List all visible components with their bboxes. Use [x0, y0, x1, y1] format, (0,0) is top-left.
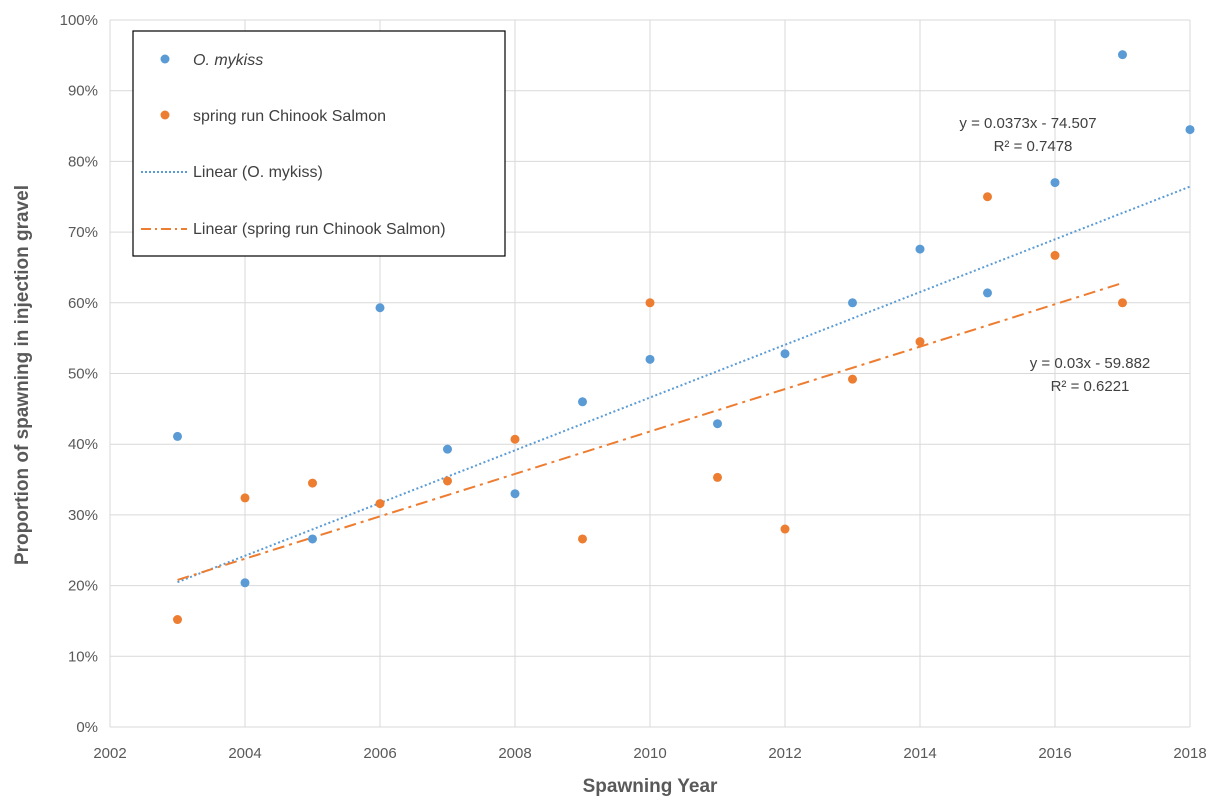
trendline-equation-chinook: y = 0.03x - 59.882	[1030, 355, 1151, 372]
point-o-mykiss	[375, 303, 385, 313]
point-spring-run-chinook-salmon	[713, 472, 722, 482]
y-tick-label: 80%	[68, 153, 98, 170]
x-tick-label: 2002	[93, 745, 126, 762]
y-tick-label: 10%	[68, 648, 98, 665]
x-tick-label: 2010	[633, 745, 666, 762]
y-tick-label: 40%	[68, 436, 98, 453]
point-spring-run-chinook-salmon	[1050, 250, 1060, 260]
point-o-mykiss	[240, 578, 250, 588]
x-tick-label: 2006	[363, 745, 396, 762]
legend: O. mykiss spring run Chinook Salmon Line…	[132, 30, 506, 257]
y-axis-ticks: 0% 10% 20% 30% 40% 50% 60% 70% 80% 90% 100%	[60, 12, 98, 736]
point-o-mykiss	[510, 489, 520, 499]
point-o-mykiss	[1050, 178, 1060, 188]
trendlines	[177, 185, 1191, 584]
y-tick-label: 20%	[68, 578, 98, 595]
y-axis-title: Proportion of spawning in injection grav…	[12, 185, 33, 565]
legend-box	[132, 30, 506, 257]
point-spring-run-chinook-salmon	[983, 192, 992, 202]
point-spring-run-chinook-salmon	[173, 615, 182, 625]
point-o-mykiss	[173, 431, 182, 441]
y-tick-label: 50%	[68, 366, 98, 383]
point-o-mykiss	[645, 354, 655, 364]
y-tick-label: 0%	[76, 719, 98, 736]
legend-marker-o-mykiss	[160, 54, 170, 64]
legend-label-linear-o-mykiss: Linear (O. mykiss)	[193, 164, 323, 181]
point-spring-run-chinook-salmon	[1118, 298, 1127, 308]
x-axis-ticks: 2002 2004 2006 2008 2010 2012 2014 2016 2018	[93, 745, 1206, 762]
point-spring-run-chinook-salmon	[915, 337, 925, 347]
y-tick-label: 90%	[68, 83, 98, 100]
point-spring-run-chinook-salmon	[375, 499, 385, 509]
point-spring-run-chinook-salmon	[240, 493, 250, 503]
point-spring-run-chinook-salmon	[645, 298, 655, 308]
x-axis-title: Spawning Year	[583, 776, 718, 797]
y-tick-label: 100%	[60, 12, 98, 29]
trendline-r2-o-mykiss: R² = 0.7478	[994, 138, 1073, 155]
point-o-mykiss	[915, 244, 925, 254]
point-o-mykiss	[308, 534, 317, 544]
point-spring-run-chinook-salmon	[848, 374, 857, 384]
data-points	[173, 50, 1195, 625]
legend-label-chinook: spring run Chinook Salmon	[193, 108, 386, 125]
trendline-r2-chinook: R² = 0.6221	[1051, 378, 1130, 395]
point-o-mykiss	[578, 397, 587, 407]
point-spring-run-chinook-salmon	[578, 534, 587, 544]
y-tick-label: 60%	[68, 295, 98, 312]
point-o-mykiss	[1185, 125, 1195, 135]
trendline-equation-o-mykiss: y = 0.0373x - 74.507	[959, 115, 1096, 132]
point-o-mykiss	[780, 349, 790, 359]
y-tick-label: 70%	[68, 224, 98, 241]
point-spring-run-chinook-salmon	[780, 524, 790, 534]
y-tick-label: 30%	[68, 507, 98, 524]
legend-label-o-mykiss: O. mykiss	[193, 52, 263, 69]
point-o-mykiss	[983, 288, 992, 298]
legend-label-linear-chinook: Linear (spring run Chinook Salmon)	[193, 221, 446, 238]
trendline-spring-run-chinook-salmon	[177, 282, 1123, 581]
x-tick-label: 2012	[768, 745, 801, 762]
legend-marker-chinook	[160, 110, 170, 120]
x-tick-label: 2016	[1038, 745, 1071, 762]
point-o-mykiss	[1118, 50, 1127, 60]
point-spring-run-chinook-salmon	[510, 434, 520, 444]
trendline-o-mykiss	[177, 185, 1191, 584]
x-tick-label: 2004	[228, 745, 261, 762]
point-spring-run-chinook-salmon	[308, 478, 317, 488]
point-o-mykiss	[443, 444, 452, 454]
point-o-mykiss	[713, 419, 722, 429]
x-tick-label: 2014	[903, 745, 936, 762]
point-o-mykiss	[848, 298, 857, 308]
x-tick-label: 2008	[498, 745, 531, 762]
point-spring-run-chinook-salmon	[443, 476, 452, 486]
x-tick-label: 2018	[1173, 745, 1206, 762]
